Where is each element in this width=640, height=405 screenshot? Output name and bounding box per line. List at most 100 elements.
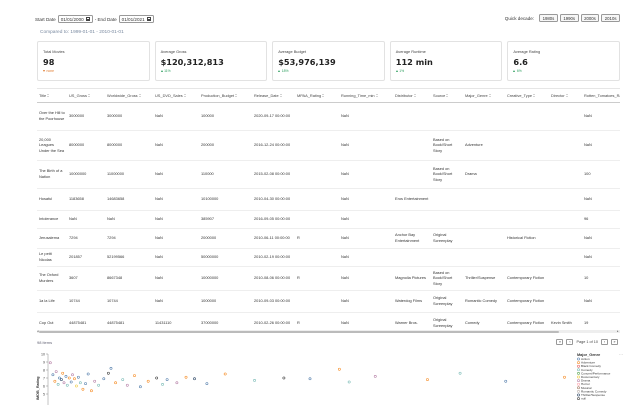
decade-1990s-button[interactable]: 1990s xyxy=(559,14,579,22)
table-cell: 50000000 xyxy=(199,248,252,267)
legend-label: null xyxy=(581,397,586,401)
legend-label: Musical xyxy=(581,386,592,390)
table-row[interactable]: Cop Out 44875481 44875481 11431110 37000000 2… xyxy=(37,312,620,331)
table-row[interactable]: Le petit Nicolas 201857 52199566 NaN 5000000… xyxy=(37,248,620,267)
table-row[interactable]: The Birth of a Nation 10000000 11000000 NaN… xyxy=(37,160,620,189)
column-header[interactable]: Source xyxy=(431,89,463,103)
table-cell: 3000000 xyxy=(105,102,153,131)
legend-marker xyxy=(577,361,580,364)
column-header[interactable]: Release_Date xyxy=(252,89,295,103)
table-cell xyxy=(505,160,549,189)
table-cell xyxy=(549,210,582,229)
column-header[interactable]: US_Gross xyxy=(67,89,105,103)
table-row[interactable]: Jerusalema 7294 7294 NaN 2000000 2010-06-11 0… xyxy=(37,228,620,249)
sort-icon[interactable] xyxy=(87,94,91,98)
data-point xyxy=(458,371,462,375)
table-row[interactable]: 20,000 Leagues Under the Sea 8000000 80000… xyxy=(37,130,620,161)
column-header[interactable]: MPAA_Rating xyxy=(295,89,339,103)
table-cell: NaN xyxy=(339,102,393,131)
sort-icon[interactable] xyxy=(138,94,142,98)
scrollbar-thumb[interactable] xyxy=(39,330,559,333)
sort-icon[interactable] xyxy=(279,94,283,98)
column-header[interactable]: Title xyxy=(37,89,67,103)
y-tick-label: 8 xyxy=(43,368,45,372)
table-row[interactable]: Hosaful 1183658 14683658 NaN 10100000 2010-04… xyxy=(37,188,620,211)
horizontal-scrollbar[interactable]: ◂ ▸ xyxy=(37,330,620,333)
data-point xyxy=(373,375,377,378)
calendar-icon[interactable] xyxy=(146,17,151,21)
table-cell: NaN xyxy=(339,248,393,267)
kpi-title: Total Movies xyxy=(43,49,65,54)
legend-marker xyxy=(577,372,580,375)
scroll-left-icon[interactable]: ◂ xyxy=(37,329,39,333)
decade-1980s-button[interactable]: 1980s xyxy=(539,14,558,22)
table-cell: Original Screenplay xyxy=(431,290,463,313)
sort-icon[interactable] xyxy=(446,94,449,98)
column-header[interactable]: US_DVD_Sales xyxy=(153,89,199,103)
table-row[interactable]: The Oxford Murders 3607 8667348 NaN 10000000… xyxy=(37,266,620,291)
table-cell xyxy=(393,130,431,161)
movies-table-container[interactable]: Title US_Gross Worldwide_Gross US_DVD_Sales… xyxy=(37,88,620,331)
sort-icon[interactable] xyxy=(322,94,325,98)
table-cell: NaN xyxy=(153,160,199,189)
column-header[interactable]: Director xyxy=(549,89,582,103)
column-header[interactable]: Rotten_Tomatoes_Rating xyxy=(582,89,620,103)
sort-icon[interactable] xyxy=(235,94,238,98)
legend-marker xyxy=(577,364,580,368)
decade-2010s-button[interactable]: 2010s xyxy=(601,14,620,22)
start-date-input[interactable]: 01/01/2000 xyxy=(57,15,93,23)
first-page-button[interactable]: « xyxy=(556,339,564,345)
column-header[interactable]: Distributor xyxy=(393,89,431,103)
sort-icon[interactable] xyxy=(565,94,569,98)
table-cell xyxy=(295,102,339,131)
kpi-value: $53,976,139 xyxy=(278,56,336,67)
table-cell xyxy=(295,188,339,211)
decade-2000s-button[interactable]: 2000s xyxy=(580,14,600,22)
data-point xyxy=(51,373,55,377)
sort-icon[interactable] xyxy=(183,94,187,98)
prev-page-button[interactable]: ‹ xyxy=(566,339,574,345)
last-page-button[interactable]: » xyxy=(611,339,618,345)
table-row[interactable]: Over the Hill to the Poorhouse 3000000 300… xyxy=(37,102,620,131)
table-cell xyxy=(463,228,505,249)
kpi-delta: 6% xyxy=(513,69,614,73)
y-axis-label: IMDB_Rating xyxy=(36,376,40,400)
scroll-right-icon[interactable]: ▸ xyxy=(617,329,619,333)
table-cell: 10000000 xyxy=(67,160,105,189)
table-cell: Anchor Bay Entertainment xyxy=(393,228,431,249)
column-header[interactable]: Major_Genre xyxy=(463,89,505,103)
sort-icon[interactable] xyxy=(533,94,536,98)
table-cell xyxy=(549,188,582,211)
sort-icon[interactable] xyxy=(47,94,50,98)
arrow-up-icon xyxy=(160,69,163,72)
table-cell xyxy=(463,188,505,211)
next-page-button[interactable]: › xyxy=(601,339,608,345)
table-cell: 8667348 xyxy=(105,266,153,291)
calendar-icon[interactable] xyxy=(85,17,90,21)
data-point xyxy=(426,378,429,381)
sort-icon[interactable] xyxy=(488,94,492,98)
table-cell: 2010-09-03 00:00:00 xyxy=(252,290,295,313)
table-cell: Le petit Nicolas xyxy=(37,248,67,267)
column-header-label: Worldwide_Gross xyxy=(107,92,138,98)
data-point xyxy=(64,375,68,378)
table-cell xyxy=(295,290,339,313)
sort-icon[interactable] xyxy=(413,94,417,98)
column-header[interactable]: Production_Budget xyxy=(199,89,252,103)
table-row[interactable]: Intolerance NaN NaN NaN 385907 2016-09-05 00:… xyxy=(37,210,620,229)
sort-icon[interactable] xyxy=(375,94,379,98)
end-date-input[interactable]: 01/01/2021 xyxy=(118,15,154,23)
legend-label: Adventure xyxy=(581,361,595,365)
table-cell: Cop Out xyxy=(37,312,67,331)
legend-label: Concert/Performance xyxy=(581,371,611,375)
data-point xyxy=(253,379,256,382)
column-header[interactable]: Worldwide_Gross xyxy=(105,89,153,103)
table-row[interactable]: 1a la Life 10744 10744 NaN 1000000 2010-09-03… xyxy=(37,290,620,313)
column-header[interactable]: Creative_Type xyxy=(505,89,549,103)
column-header[interactable]: Running_Time_min xyxy=(339,89,393,103)
kpi-card-average-runtime: Average Runtime 112 min 1% xyxy=(389,41,503,81)
table-cell: Contemporary Fiction xyxy=(505,290,549,313)
table-cell xyxy=(505,102,549,131)
table-cell xyxy=(549,160,582,189)
column-header-label: Production_Budget xyxy=(201,92,235,98)
